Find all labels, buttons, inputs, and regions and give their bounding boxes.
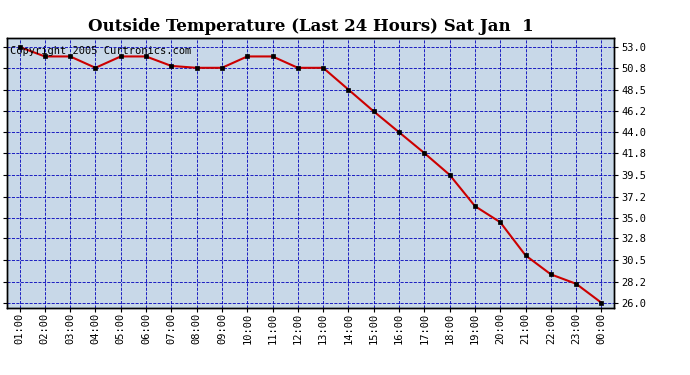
Text: Copyright 2005 Curtronics.com: Copyright 2005 Curtronics.com: [10, 46, 191, 56]
Title: Outside Temperature (Last 24 Hours) Sat Jan  1: Outside Temperature (Last 24 Hours) Sat …: [88, 18, 533, 34]
